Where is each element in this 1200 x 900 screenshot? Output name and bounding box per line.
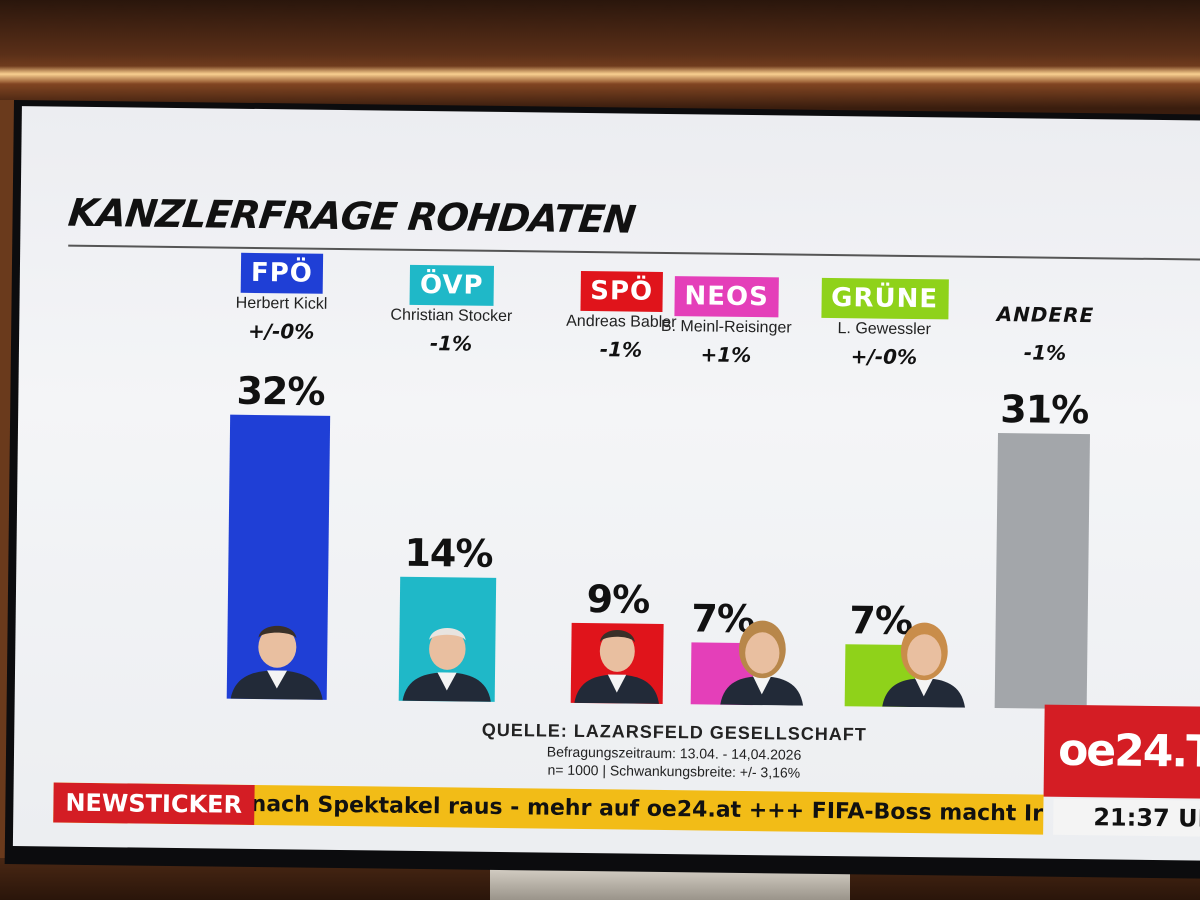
oe24-logo: oe24.T [1043, 704, 1200, 799]
party-badge-fpo: FPÖ [240, 252, 324, 294]
sample-info: n= 1000 | Schwankungsbreite: +/- 3,16% [547, 761, 801, 781]
candidate-name-grune: L. Gewessler [837, 320, 932, 339]
party-badge-spo: SPÖ [580, 270, 664, 312]
ceiling-light-strip [0, 66, 1200, 84]
change-label-grune: +/-0% [850, 344, 918, 370]
ticker-label: NEWSTICKER [53, 782, 255, 825]
tv-screen: KANZLERFRAGE ROHDATEN FPÖ Herbert Kickl +/… [12, 106, 1200, 861]
candidate-name-ovp: Christian Stocker [390, 306, 513, 326]
party-badge-andere: ANDERE [996, 302, 1095, 328]
value-label-ovp: 14% [404, 530, 493, 576]
candidate-name-neos: B. Meinl-Reisinger [660, 317, 792, 337]
broadcast-clock: 21:37 UHR [1053, 798, 1200, 838]
poll-bar-chart: FPÖ Herbert Kickl +/-0% 32% ÖVP Christian Sto… [22, 106, 1200, 710]
source-block: QUELLE: LAZARSFELD GESELLSCHAFT Befragun… [454, 719, 895, 781]
chart-title: KANZLERFRAGE ROHDATEN [66, 190, 638, 242]
party-header-ovp: ÖVP Christian Stocker -1% [381, 264, 522, 357]
party-badge-ovp: ÖVP [409, 264, 494, 306]
party-header-andere: ANDERE -1% [975, 294, 1116, 366]
value-label-fpo: 32% [236, 368, 325, 414]
news-ticker: NEWSTICKER l nach Spektakel raus - mehr … [53, 782, 1044, 835]
party-header-fpo: FPÖ Herbert Kickl +/-0% [211, 252, 352, 344]
candidate-portrait [720, 620, 804, 706]
value-label-andere: 31% [1000, 387, 1089, 433]
change-label-andere: -1% [1023, 340, 1067, 365]
candidate-portrait [230, 626, 323, 700]
candidate-portrait [402, 628, 491, 702]
change-label-fpo: +/-0% [247, 318, 315, 344]
ticker-text: l nach Spektakel raus - mehr auf oe24.at… [235, 791, 1044, 828]
party-header-grune: GRÜNE L. Gewessler +/-0% [814, 277, 955, 370]
change-label-ovp: -1% [429, 331, 473, 356]
candidate-portrait [574, 630, 659, 704]
change-label-neos: +1% [700, 342, 752, 368]
party-badge-grune: GRÜNE [820, 277, 949, 320]
party-header-neos: NEOS B. Meinl-Reisinger +1% [656, 276, 797, 368]
bar-andere [994, 433, 1090, 710]
candidate-name-fpo: Herbert Kickl [235, 294, 328, 313]
source-title: QUELLE: LAZARSFELD GESELLSCHAFT [481, 719, 867, 745]
candidate-portrait [882, 622, 966, 708]
party-badge-neos: NEOS [674, 276, 780, 318]
tv-frame: KANZLERFRAGE ROHDATEN FPÖ Herbert Kickl +/… [4, 100, 1200, 879]
